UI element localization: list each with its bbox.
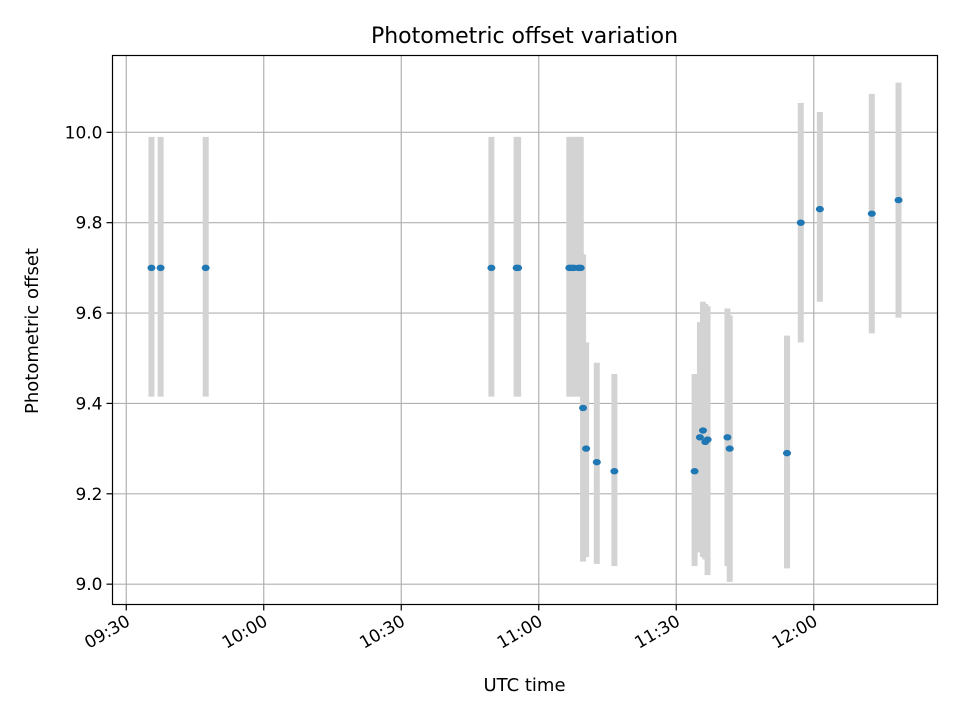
y-tick-label: 9.2	[75, 485, 102, 505]
data-point	[147, 264, 156, 272]
x-axis-label: UTC time	[483, 675, 565, 696]
chart-title: Photometric offset variation	[371, 24, 678, 49]
data-point	[815, 205, 824, 213]
data-points	[147, 196, 903, 475]
data-point	[582, 445, 591, 452]
data-point	[592, 458, 601, 466]
y-tick-label: 9.0	[75, 575, 102, 595]
y-tick-label: 10.0	[65, 123, 103, 143]
data-point	[695, 434, 704, 441]
data-point	[867, 210, 876, 217]
data-point	[703, 436, 712, 443]
data-point	[156, 264, 165, 272]
data-point	[514, 264, 523, 272]
y-tick-label: 9.6	[75, 304, 102, 324]
data-point	[796, 219, 805, 226]
data-point	[690, 468, 699, 475]
data-point	[783, 449, 792, 457]
data-point	[894, 196, 903, 204]
y-tick-label: 9.4	[75, 394, 102, 414]
y-tick-label: 9.8	[75, 214, 102, 234]
y-axis-label: Photometric offset	[22, 248, 43, 414]
data-point	[723, 434, 732, 441]
data-point	[579, 404, 588, 412]
data-point	[610, 468, 619, 475]
plot-frame	[111, 54, 939, 606]
data-point	[576, 264, 585, 272]
data-point	[487, 264, 496, 272]
data-point	[725, 445, 734, 452]
data-point	[201, 264, 210, 272]
data-point	[698, 427, 707, 434]
y-axis-ticks: 9.0 9.2 9.4 9.6 9.8 10.0	[65, 123, 113, 595]
